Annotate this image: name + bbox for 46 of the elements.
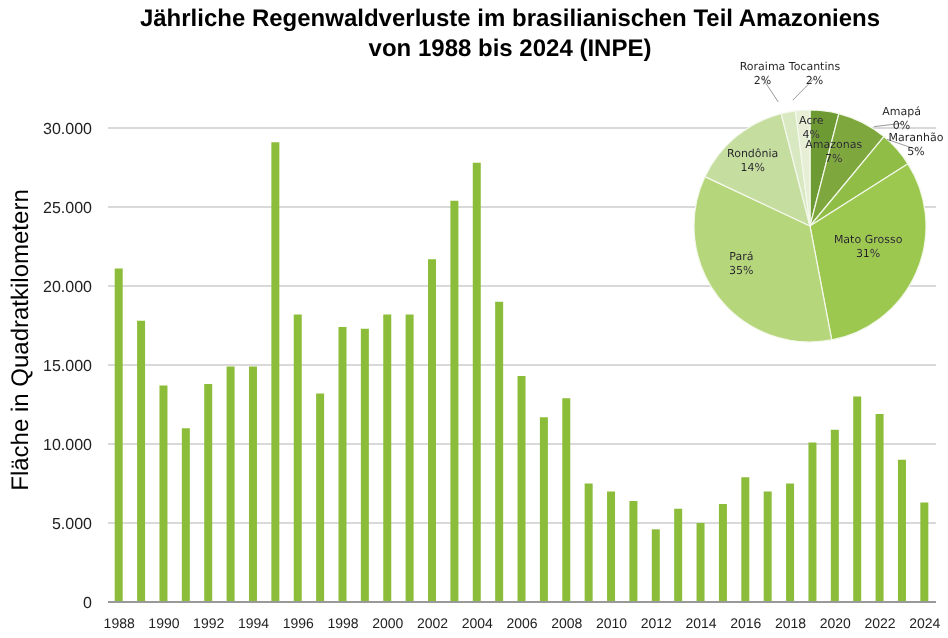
bar: [830, 429, 839, 602]
y-tick-label: 20.000: [43, 277, 94, 296]
bar: [607, 491, 616, 602]
bar: [226, 366, 235, 602]
bar: [383, 314, 392, 602]
y-axis-title: Fläche in Quadratkilometern: [6, 189, 34, 491]
bar: [204, 383, 213, 602]
bar: [248, 366, 257, 602]
bar: [405, 314, 414, 602]
bar: [450, 200, 459, 602]
bar: [696, 523, 705, 602]
y-tick-label: 25.000: [43, 198, 94, 217]
y-tick-label: 5.000: [51, 514, 94, 533]
bar: [763, 491, 772, 602]
bar: [316, 393, 325, 602]
chart-title: Jährliche Regenwaldverluste im brasilianischen Teil Amazoniens von 1988 bis 2024 (INPE): [137, 4, 883, 62]
y-tick-label: 10.000: [43, 435, 94, 454]
bar: [539, 417, 548, 602]
bar: [293, 314, 302, 602]
y-tick-label: 15.000: [43, 356, 94, 375]
bar: [137, 320, 146, 602]
y-tick-label: 0: [83, 593, 94, 612]
y-tick-label: 30.000: [43, 119, 94, 138]
bar: [651, 529, 660, 602]
bar: [718, 504, 727, 602]
bar: [629, 500, 638, 602]
bar: [808, 442, 817, 602]
bar: [114, 268, 123, 602]
bar: [562, 398, 571, 602]
bar: [495, 301, 504, 602]
bar: [875, 413, 884, 602]
bar: [159, 385, 168, 602]
bar: [853, 396, 862, 602]
bar: [338, 327, 347, 602]
bar: [741, 477, 750, 602]
bar: [360, 328, 369, 602]
bar: [271, 142, 280, 602]
bar: [897, 459, 906, 602]
bar: [920, 502, 929, 602]
bar: [472, 162, 481, 602]
bar: [674, 508, 683, 602]
bar: [786, 483, 795, 602]
bar: [517, 376, 526, 602]
bar: [181, 428, 190, 602]
bar: [584, 483, 593, 602]
bar: [428, 259, 437, 602]
